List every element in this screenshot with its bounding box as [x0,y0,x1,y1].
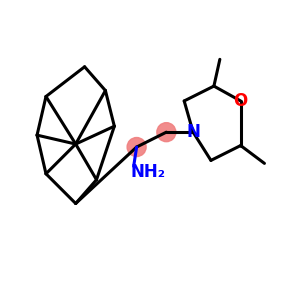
Circle shape [157,123,176,142]
Text: NH₂: NH₂ [131,163,166,181]
Text: O: O [233,92,248,110]
Circle shape [127,137,146,157]
Text: N: N [186,123,200,141]
